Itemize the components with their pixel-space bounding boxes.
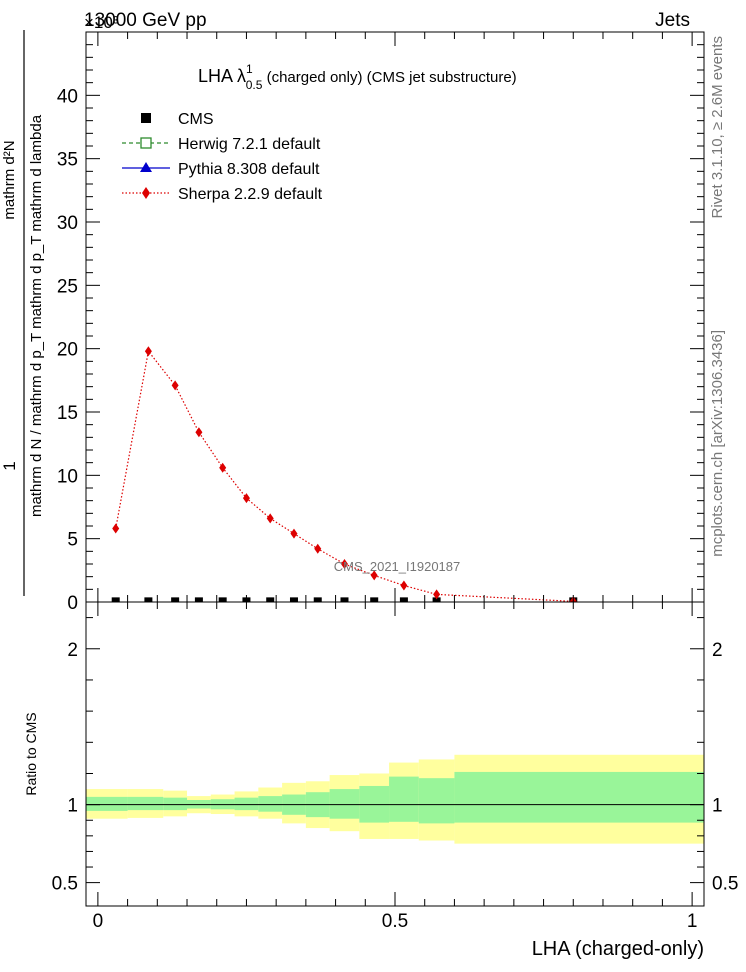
title-rest: (charged only) (CMS jet substructure) [262, 69, 516, 86]
legend-item-herwig: Herwig 7.2.1 default [122, 136, 321, 153]
x-ticks: 0 0.5 1 [93, 32, 698, 932]
sherpa-point [195, 427, 203, 438]
ratio-y-axis-label: Ratio to CMS [23, 712, 39, 795]
ratio-y-tick-label-right: 0.5 [712, 874, 738, 895]
ratio-y-tick-label-right: 1 [712, 796, 723, 817]
inner-band-bin [418, 778, 455, 824]
ratio-y-ticks: 0.5 0.5 1 1 2 2 [52, 617, 738, 895]
legend-marker [140, 137, 152, 149]
inner-band-bin [234, 797, 259, 811]
ratio-bands [86, 754, 704, 844]
cms-point [218, 597, 227, 606]
inner-band-bin [258, 796, 283, 812]
x-tick-label: 0.5 [382, 911, 408, 932]
ratio-y-tick-label-right: 2 [712, 640, 723, 661]
main-y-tick-label: 20 [57, 340, 78, 361]
sherpa-point [112, 523, 120, 534]
sherpa-point [290, 528, 298, 539]
inner-band-bin [389, 776, 419, 822]
title-sup: 1 [246, 62, 253, 76]
cms-point [432, 597, 441, 606]
main-y-tick-label: 10 [57, 466, 78, 487]
legend-label: CMS [178, 111, 214, 128]
cms-point [370, 597, 379, 606]
legend: CMS Herwig 7.2.1 default Pythia 8.308 defa… [122, 111, 323, 203]
title-sub: 0.5 [246, 78, 263, 92]
sherpa-point [171, 380, 179, 391]
rivet-label: Rivet 3.1.10, ≥ 2.6M events [709, 36, 726, 219]
sherpa-point [433, 589, 441, 600]
mcplots-label: mcplots.cern.ch [arXiv:1306.3436] [709, 330, 726, 557]
inner-band-bin [163, 797, 188, 811]
cms-point [289, 597, 298, 606]
cms-point [399, 597, 408, 606]
x-axis-label: LHA (charged-only) [532, 938, 704, 960]
inner-band-bin [329, 789, 360, 819]
legend-item-cms: CMS [141, 111, 214, 128]
main-y-tick-label: 5 [67, 530, 78, 551]
legend-item-sherpa: Sherpa 2.2.9 default [122, 186, 323, 203]
ylabel-frac-numerator: mathrm d²N [1, 140, 18, 219]
legend-marker [142, 187, 150, 199]
inner-band-bin [86, 796, 128, 811]
main-frame [85, 31, 705, 603]
ratio-y-tick-label: 1 [67, 796, 78, 817]
legend-marker [141, 113, 151, 123]
main-panel: 0 5 10 15 20 25 30 35 40 [57, 31, 705, 614]
legend-label: Pythia 8.308 default [178, 161, 320, 178]
main-y-tick-label: 40 [57, 86, 78, 107]
sherpa-point [340, 559, 348, 569]
ratio-y-tick-label: 2 [67, 640, 78, 661]
sherpa-point [242, 493, 250, 504]
header-energy: 13000 GeV pp [84, 10, 207, 31]
plot-title: LHA λ1 0.5 (charged only) (CMS jet substr… [198, 62, 517, 92]
main-y-tick-label: 25 [57, 276, 78, 297]
cms-point [144, 597, 153, 606]
sherpa-point [314, 543, 322, 554]
title-main: LHA λ [198, 66, 246, 86]
sherpa-point [144, 346, 152, 357]
cms-point [194, 597, 203, 606]
legend-label: Sherpa 2.2.9 default [178, 186, 323, 203]
sherpa-point [400, 580, 408, 591]
cms-point [111, 597, 120, 606]
main-y-tick-label: 0 [67, 593, 78, 614]
analysis-watermark: CMS_2021_I1920187 [334, 559, 461, 574]
main-y-tick-label: 35 [57, 150, 78, 171]
sherpa-point [370, 570, 378, 581]
legend-item-pythia: Pythia 8.308 default [122, 161, 320, 178]
x-tick-label: 0 [93, 911, 104, 932]
inner-band-bin [127, 796, 164, 811]
legend-label: Herwig 7.2.1 default [178, 136, 321, 153]
main-y-tick-label: 15 [57, 403, 78, 424]
inner-band-bin [454, 771, 704, 823]
ratio-panel: 0.5 0.51 12 2 0 0.5 1 [52, 32, 738, 932]
ylabel-denominator: mathrm d N / mathrm d p_T mathrm d p_T m… [28, 114, 45, 517]
header-process: Jets [655, 10, 690, 31]
sherpa-point [219, 462, 227, 473]
header-exponent: ×10³ [84, 13, 119, 32]
main-y-axis-label: 1 mathrm d N / mathrm d p_T mathrm d p_T… [0, 30, 45, 596]
cms-point [171, 597, 180, 606]
x-tick-label: 1 [687, 911, 698, 932]
cms-point [340, 597, 349, 606]
ylabel-numerator: 1 [0, 461, 19, 470]
main-y-ticks: 0 5 10 15 20 25 30 35 40 [57, 44, 704, 614]
cms-point [266, 597, 275, 606]
ratio-y-tick-label: 0.5 [52, 874, 78, 895]
cms-point [313, 597, 322, 606]
main-y-tick-label: 30 [57, 213, 78, 234]
sherpa-line [115, 349, 574, 602]
legend-marker [140, 162, 152, 172]
sherpa-point [266, 513, 274, 524]
